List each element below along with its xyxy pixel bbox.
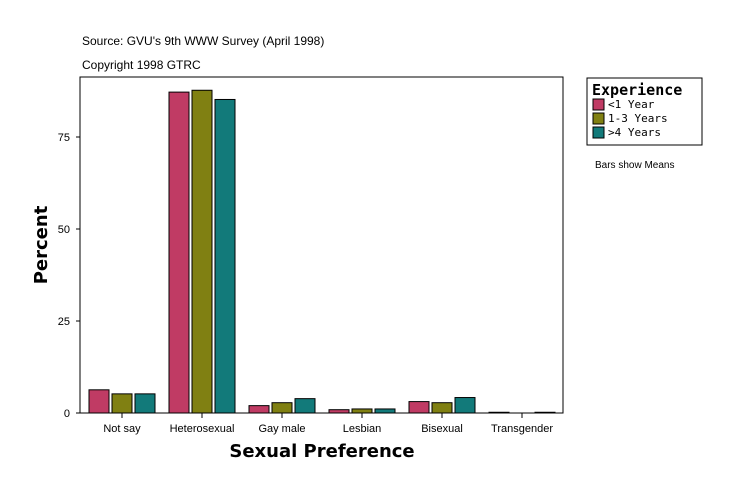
legend-title: Experience <box>592 81 682 99</box>
x-tick-label: Lesbian <box>343 423 382 435</box>
bar-not-say-0 <box>88 389 110 414</box>
bar-lesbian-1 <box>351 408 373 414</box>
legend-label: <1 Year <box>608 98 655 111</box>
legend-label: >4 Years <box>608 126 661 139</box>
y-tick-label: 0 <box>64 408 70 420</box>
bar-transgender-0 <box>488 411 510 414</box>
chart-copyright: Copyright 1998 GTRC <box>82 58 201 72</box>
bar-heterosexual-0 <box>168 91 190 414</box>
bar-transgender-2 <box>534 411 556 414</box>
bar-lesbian-0 <box>328 409 350 414</box>
y-axis-label: Percent <box>31 205 52 284</box>
y-axis: 0 25 50 75 <box>58 132 80 420</box>
legend-swatch <box>592 112 605 125</box>
bar-gay-male-1 <box>271 402 293 414</box>
x-tick-label: Bisexual <box>421 423 463 435</box>
bars <box>88 89 556 414</box>
y-tick-label: 25 <box>58 316 70 328</box>
bar-gay-male-2 <box>294 398 316 414</box>
x-tick-label: Gay male <box>258 423 305 435</box>
bar-heterosexual-2 <box>214 98 236 414</box>
bar-lesbian-2 <box>374 408 396 414</box>
legend-label: 1-3 Years <box>608 112 668 125</box>
x-axis-label: Sexual Preference <box>229 441 414 462</box>
y-tick-label: 50 <box>58 224 70 236</box>
bar-gay-male-0 <box>248 405 270 414</box>
bar-bisexual-2 <box>454 397 476 414</box>
x-tick-label: Transgender <box>491 423 553 435</box>
legend-swatch <box>592 98 605 111</box>
chart-note: Bars show Means <box>595 160 674 171</box>
x-tick-label: Not say <box>103 423 141 435</box>
bar-not-say-2 <box>134 393 156 414</box>
bar-not-say-1 <box>111 393 133 414</box>
bar-bisexual-1 <box>431 402 453 414</box>
plot-area <box>79 76 564 414</box>
bar-bisexual-0 <box>408 401 430 414</box>
x-tick-label: Heterosexual <box>170 423 235 435</box>
y-tick-label: 75 <box>58 132 70 144</box>
x-axis: Not say Heterosexual Gay male Lesbian Bisexu… <box>103 413 553 435</box>
legend-box <box>586 77 703 146</box>
bar-heterosexual-1 <box>191 89 213 414</box>
chart-source: Source: GVU's 9th WWW Survey (April 1998… <box>82 34 324 48</box>
legend-swatch <box>592 126 605 139</box>
